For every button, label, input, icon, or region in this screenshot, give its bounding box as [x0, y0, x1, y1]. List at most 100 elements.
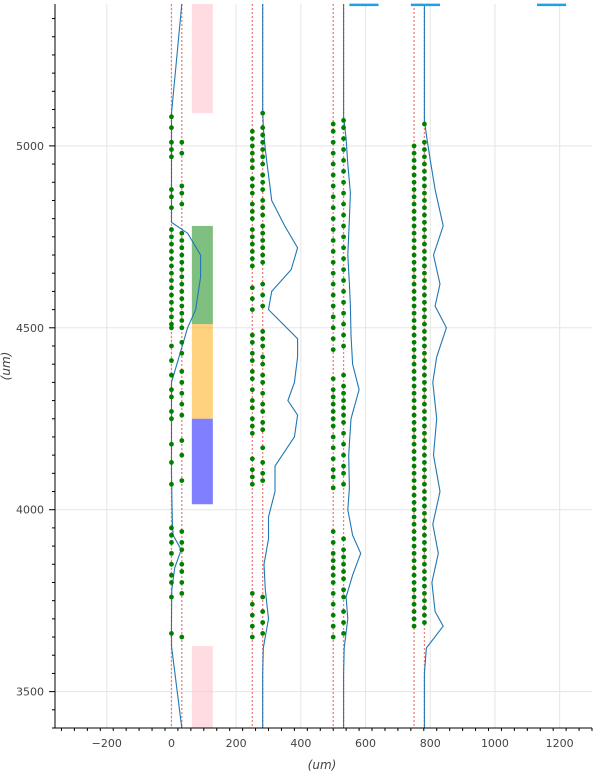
contact-point	[422, 248, 427, 254]
contact-point	[169, 292, 174, 298]
contact-point	[169, 139, 174, 145]
contact-point	[260, 478, 266, 484]
contact-point	[422, 598, 427, 604]
contact-point	[330, 161, 336, 167]
contact-point	[249, 136, 255, 142]
contact-point	[330, 572, 336, 578]
contact-point	[330, 259, 336, 265]
contact-point	[249, 339, 255, 345]
contact-point	[260, 187, 266, 192]
contact-point	[341, 190, 346, 196]
contact-point	[422, 256, 427, 262]
contact-point	[341, 278, 346, 283]
contact-point	[249, 467, 255, 473]
contact-point	[422, 241, 427, 247]
contact-point	[341, 179, 346, 185]
contact-point	[341, 125, 346, 131]
contact-point	[179, 259, 185, 265]
x-axis-label: (um)	[308, 758, 337, 772]
contact-point	[249, 398, 255, 403]
contact-point	[330, 601, 336, 607]
contact-point	[260, 154, 266, 160]
contact-point	[330, 409, 336, 414]
contact-point	[422, 270, 427, 276]
contact-point	[179, 634, 185, 640]
contact-point	[422, 416, 427, 422]
contact-point	[330, 445, 336, 451]
contact-point	[341, 321, 346, 327]
contact-point	[260, 139, 266, 145]
y-tick-label: 4500	[16, 322, 44, 335]
contact-point	[169, 241, 174, 247]
contact-point	[169, 343, 174, 349]
contact-point	[411, 150, 417, 156]
contact-point	[249, 296, 255, 302]
contact-point	[169, 580, 174, 585]
contact-point	[260, 205, 266, 211]
contact-point	[422, 307, 427, 313]
contact-point	[260, 470, 266, 476]
contact-point	[249, 612, 255, 618]
contact-point	[179, 438, 185, 443]
contact-point	[179, 339, 185, 345]
contact-point	[330, 634, 336, 640]
contact-point	[422, 168, 427, 174]
contact-point	[411, 252, 417, 258]
contact-point	[249, 208, 255, 214]
contact-point	[330, 474, 336, 480]
contact-point	[411, 594, 417, 600]
contact-point	[260, 161, 266, 167]
contact-point	[330, 194, 336, 200]
contact-points	[169, 110, 427, 640]
contact-point	[330, 325, 336, 331]
contact-point	[249, 176, 255, 182]
contact-point	[169, 205, 174, 211]
contact-point	[249, 456, 255, 462]
contact-point	[411, 347, 417, 353]
contact-point	[169, 248, 174, 254]
contact-point	[179, 139, 185, 145]
contact-point	[330, 238, 336, 243]
contact-point	[411, 609, 417, 614]
contact-point	[341, 390, 346, 396]
contact-point	[260, 172, 266, 178]
contact-point	[411, 201, 417, 207]
contact-point	[179, 401, 185, 407]
contact-point	[169, 314, 174, 320]
contact-point	[422, 525, 427, 531]
contact-point	[169, 460, 174, 465]
contact-point	[330, 623, 336, 629]
contact-point	[341, 441, 346, 447]
y-axis-label: (um)	[0, 352, 13, 381]
contact-point	[249, 387, 255, 393]
contact-point	[341, 223, 346, 229]
contact-point	[249, 158, 255, 163]
contact-point	[422, 176, 427, 182]
contact-point	[330, 314, 336, 320]
contact-point	[169, 285, 174, 291]
contact-point	[422, 154, 427, 160]
x-tick-label: 0	[168, 737, 175, 750]
contact-point	[411, 245, 417, 251]
contact-point	[422, 299, 427, 305]
contact-point	[169, 154, 174, 160]
contact-point	[249, 590, 255, 596]
contact-point	[169, 550, 174, 556]
contact-point	[249, 248, 255, 254]
contact-point	[422, 292, 427, 298]
contact-point	[330, 550, 336, 556]
contact-point	[411, 514, 417, 520]
contact-point	[422, 547, 427, 553]
contact-point	[422, 234, 427, 240]
contact-point	[422, 394, 427, 400]
contact-point	[411, 339, 417, 345]
contact-point	[330, 485, 336, 491]
contact-point	[179, 303, 185, 309]
contact-point	[341, 234, 346, 240]
contact-point	[411, 543, 417, 549]
contact-point	[260, 212, 266, 218]
contact-point	[260, 401, 266, 407]
contact-point	[179, 230, 185, 236]
y-axis-ticks: 3500 4000 4500 5000	[16, 18, 55, 729]
